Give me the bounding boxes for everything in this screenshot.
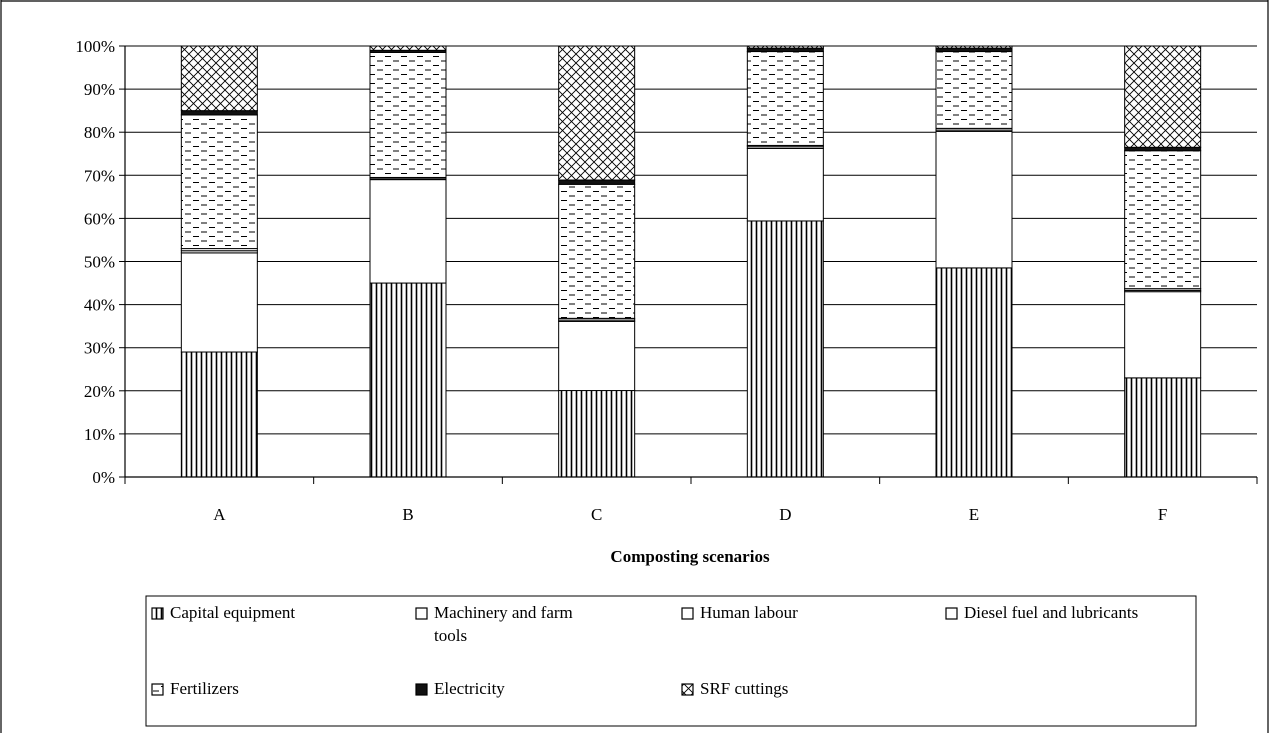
bar-segment-a-capital-equipment <box>180 351 258 478</box>
grid-lines <box>125 45 1257 478</box>
legend-label: Fertilizers <box>170 679 239 698</box>
legend-box <box>145 595 1197 727</box>
bar-segment-c-srf-cuttings <box>558 45 636 181</box>
y-tick-label: 70% <box>84 166 115 185</box>
legend-label: Diesel fuel and lubricants <box>964 603 1138 622</box>
bars <box>180 45 1202 478</box>
tick-labels: 0% 10% 20% 30% 40% 50% 60% 70% 80% 90% 100% A B C D E F <box>75 37 1167 524</box>
legend: Capital equipment Machinery and farm tools… <box>151 603 1138 698</box>
bar-segment-e-capital-equipment <box>935 267 1013 478</box>
bar-segment-a-machinery-and-farm-tools <box>180 252 258 353</box>
legend-label: Capital equipment <box>170 603 295 622</box>
axes <box>119 45 1258 484</box>
legend-swatch <box>151 683 164 696</box>
x-tick-label: D <box>779 505 791 524</box>
bar-segment-b-machinery-and-farm-tools <box>369 179 447 284</box>
y-tick-label: 90% <box>84 80 115 99</box>
x-tick-label: E <box>969 505 979 524</box>
bar-segment-d-fertilizers <box>746 51 824 146</box>
x-axis-title: Composting scenarios <box>610 547 770 566</box>
bar-segment-a-srf-cuttings <box>180 45 258 112</box>
bar-segment-d-capital-equipment <box>746 220 824 478</box>
bar-segment-a-electricity <box>180 110 258 116</box>
bar-segment-d-machinery-and-farm-tools <box>746 147 824 222</box>
bar-segment-f-machinery-and-farm-tools <box>1124 291 1202 379</box>
y-tick-label: 60% <box>84 209 115 228</box>
bar-segment-c-machinery-and-farm-tools <box>558 320 636 392</box>
y-tick-label: 10% <box>84 425 115 444</box>
bar-segment-f-capital-equipment <box>1124 377 1202 478</box>
bar-segment-f-srf-cuttings <box>1124 45 1202 148</box>
y-tick-label: 40% <box>84 296 115 315</box>
legend-swatch <box>151 607 164 620</box>
y-tick-label: 0% <box>92 468 115 487</box>
bar-segment-b-fertilizers <box>369 51 447 178</box>
x-tick-label: F <box>1158 505 1167 524</box>
bar-segment-e-machinery-and-farm-tools <box>935 130 1013 269</box>
y-tick-label: 50% <box>84 253 115 272</box>
legend-swatch <box>681 683 694 696</box>
bar-segment-d-srf-cuttings <box>746 45 824 49</box>
bar-segment-c-capital-equipment <box>558 390 636 478</box>
legend-label: Electricity <box>434 679 505 698</box>
bar-segment-e-fertilizers <box>935 51 1013 129</box>
bar-segment-f-fertilizers <box>1124 150 1202 290</box>
y-tick-label: 30% <box>84 339 115 358</box>
y-tick-label: 20% <box>84 382 115 401</box>
legend-label: Machinery and farm tools <box>434 603 573 645</box>
bar-segment-d-electricity <box>746 47 824 53</box>
legend-swatch <box>415 683 428 696</box>
x-tick-label: C <box>591 505 602 524</box>
bar-segment-b-capital-equipment <box>369 282 447 478</box>
bar-segment-c-electricity <box>558 179 636 185</box>
legend-swatch <box>681 607 694 620</box>
bar-segment-a-fertilizers <box>180 114 258 250</box>
legend-swatch <box>945 607 958 620</box>
legend-swatch <box>415 607 428 620</box>
bar-segment-e-electricity <box>935 47 1013 53</box>
bar-segment-e-srf-cuttings <box>935 45 1013 49</box>
x-tick-label: A <box>213 505 226 524</box>
legend-label: SRF cuttings <box>700 679 788 698</box>
y-tick-label: 100% <box>75 37 115 56</box>
bar-segment-b-srf-cuttings <box>369 45 447 51</box>
x-tick-label: B <box>402 505 413 524</box>
y-tick-label: 80% <box>84 123 115 142</box>
legend-label: Human labour <box>700 603 798 622</box>
bar-segment-c-fertilizers <box>558 183 636 319</box>
bar-segment-f-electricity <box>1124 146 1202 152</box>
